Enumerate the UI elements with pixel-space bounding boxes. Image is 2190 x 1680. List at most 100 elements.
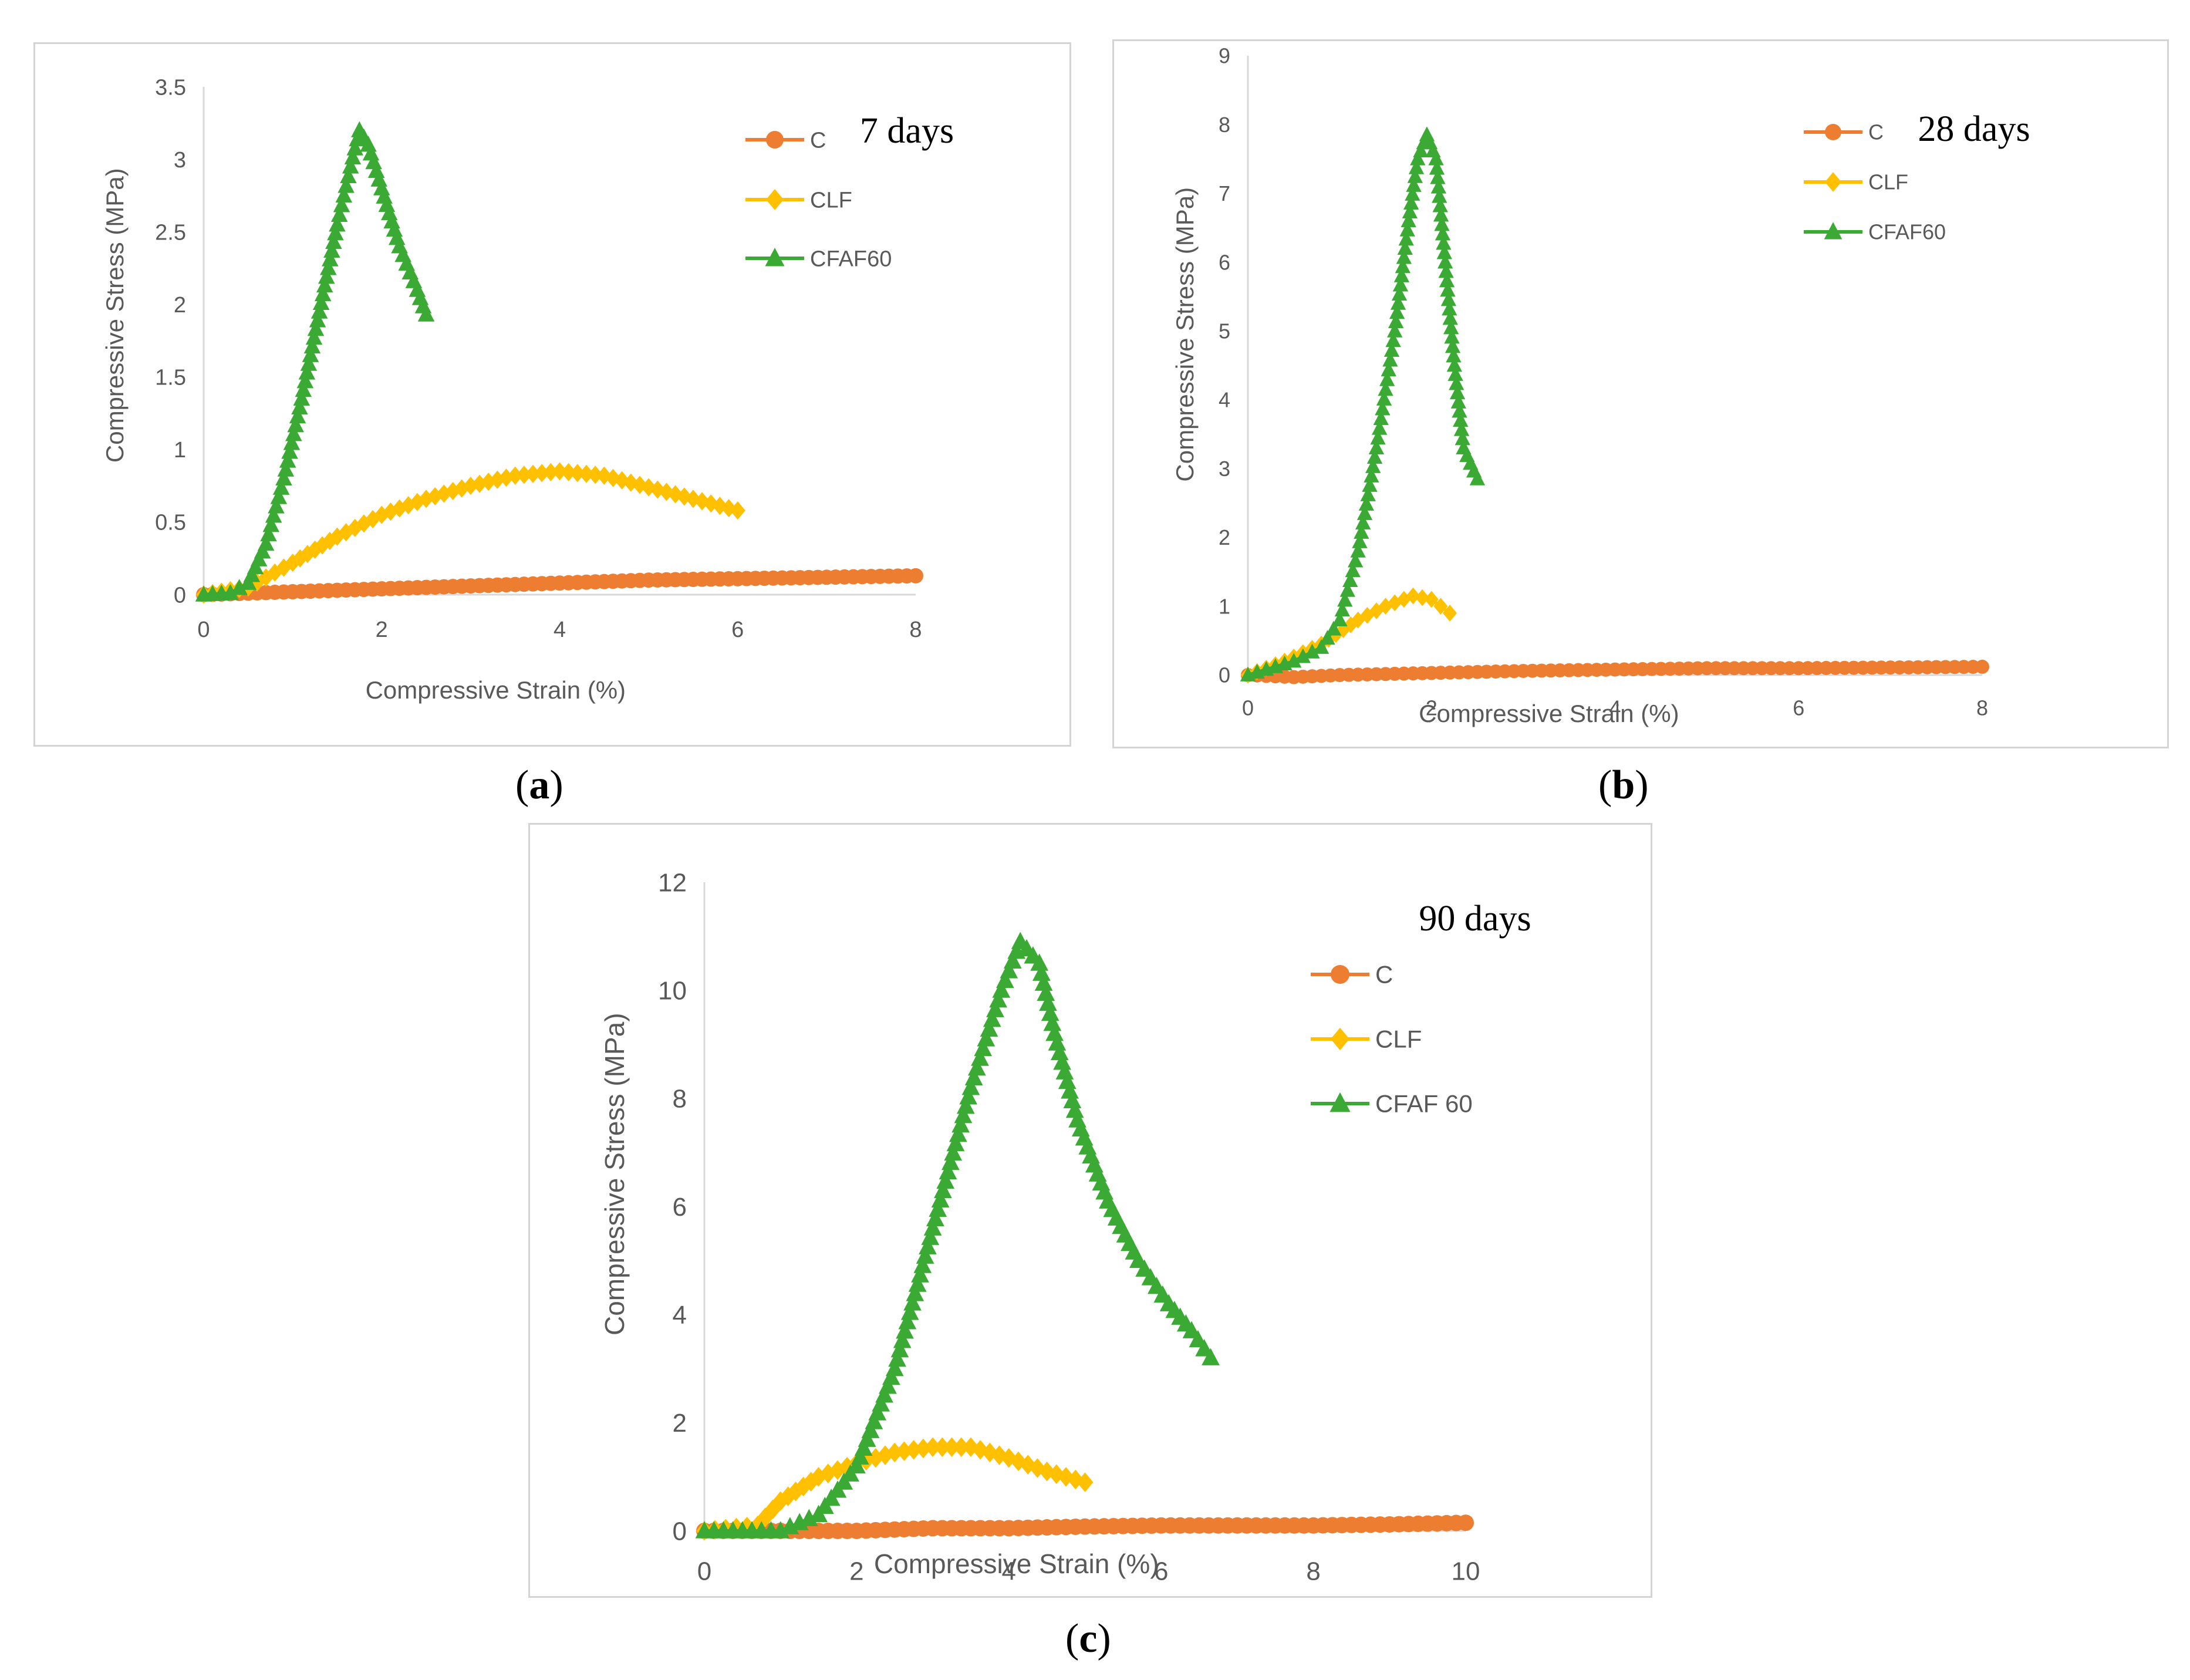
data-point	[919, 1237, 937, 1254]
data-point	[851, 1447, 869, 1465]
data-point	[992, 980, 1011, 998]
data-point	[903, 1293, 922, 1311]
y-tick-label: 7	[1219, 181, 1230, 205]
data-point	[1440, 291, 1457, 306]
data-point	[1037, 983, 1055, 1001]
data-point	[268, 497, 285, 514]
data-point	[340, 167, 357, 184]
data-point	[262, 516, 280, 532]
data-point	[1304, 643, 1320, 659]
data-point	[335, 186, 353, 203]
series-cfaf60	[695, 932, 1220, 1539]
data-point	[946, 1134, 965, 1152]
data-point	[463, 477, 478, 495]
data-point	[623, 473, 639, 492]
data-point	[272, 478, 290, 495]
legend-entry: CLF	[1804, 170, 1908, 194]
data-point	[1449, 384, 1466, 400]
data-point	[1063, 1091, 1082, 1109]
data-point	[1430, 178, 1447, 194]
data-point	[1444, 329, 1460, 344]
data-point	[1398, 231, 1414, 246]
data-point	[1360, 486, 1376, 501]
data-point	[507, 466, 523, 485]
x-tick-label: 2	[849, 1557, 863, 1586]
data-point	[913, 1256, 932, 1273]
x-tick-label: 0	[697, 1557, 711, 1586]
age-annotation: 28 days	[1918, 109, 2030, 149]
x-tick-label: 4	[1002, 1557, 1016, 1586]
data-point	[848, 1456, 866, 1474]
data-point	[525, 464, 541, 483]
chart-a-svg: 0 0.5 1 1.5 2 2.5 3 3.5 0 2 4 6 8 Compressive Strain …	[101, 75, 954, 704]
data-point	[1406, 587, 1420, 605]
data-point	[295, 380, 312, 397]
data-point	[1358, 495, 1375, 511]
data-point	[936, 1171, 955, 1189]
data-point	[307, 320, 325, 336]
data-point	[898, 1312, 917, 1330]
data-point	[971, 1048, 989, 1066]
data-point	[1407, 168, 1423, 183]
data-point	[543, 463, 559, 482]
data-point	[329, 527, 345, 546]
data-point	[1432, 197, 1448, 212]
y-tick-label: 0	[174, 583, 186, 608]
data-point	[854, 1438, 873, 1456]
legend-marker	[1331, 1027, 1349, 1051]
data-point	[1032, 963, 1051, 981]
data-point	[795, 1476, 812, 1497]
data-point	[1433, 207, 1449, 222]
data-point	[277, 460, 295, 477]
data-point	[1339, 582, 1355, 597]
data-point	[1065, 1100, 1084, 1118]
data-point	[1003, 951, 1022, 969]
data-point	[578, 464, 594, 483]
legend-entry: CFAF60	[1804, 220, 1946, 244]
data-point	[417, 305, 435, 322]
data-point	[1058, 1071, 1077, 1089]
data-point	[1378, 598, 1393, 615]
data-point	[1402, 203, 1418, 219]
data-point	[911, 1265, 929, 1283]
x-tick-label: 2	[1426, 696, 1437, 720]
data-point	[1429, 160, 1445, 175]
legend-label: CLF	[810, 188, 852, 212]
data-point	[1378, 381, 1393, 396]
data-point	[257, 534, 275, 551]
data-point	[872, 1394, 890, 1412]
y-tick-label: 8	[673, 1085, 687, 1114]
data-point	[1434, 216, 1450, 231]
data-point	[293, 389, 311, 406]
legend-entry: C	[1804, 120, 1884, 144]
data-point	[298, 363, 316, 380]
data-point	[890, 1340, 909, 1358]
data-point	[1334, 602, 1351, 617]
data-point	[977, 1029, 996, 1047]
data-point	[1295, 648, 1311, 663]
data-point	[490, 470, 505, 489]
y-tick-label: 3.5	[155, 75, 186, 100]
x-axis-label: Compressive Strain (%)	[874, 1549, 1159, 1579]
y-axis-label: Compressive Stress (MPa)	[101, 168, 129, 463]
data-point	[659, 483, 674, 501]
y-tick-label: 3	[174, 148, 186, 173]
x-tick-label: 4	[554, 618, 566, 642]
data-point	[1030, 953, 1049, 971]
x-tick-label: 6	[731, 618, 744, 642]
data-point	[1383, 342, 1400, 357]
data-point	[279, 451, 296, 468]
data-point	[1442, 310, 1458, 325]
caption-a-letter: a	[529, 763, 550, 808]
chart-b-svg: 0 1 2 3 4 5 6 7 8 9 0 2 4 6 8 Compressive Strain (%) Com…	[1171, 44, 2030, 727]
data-point	[1390, 295, 1406, 310]
data-point	[632, 475, 647, 494]
data-point	[516, 465, 532, 484]
legend-entry: C	[745, 128, 826, 153]
y-tick-label: 2	[174, 293, 186, 318]
data-point	[858, 1429, 876, 1447]
data-point	[330, 205, 348, 222]
data-point	[996, 970, 1014, 989]
data-point	[1362, 477, 1378, 492]
data-point	[314, 285, 332, 302]
